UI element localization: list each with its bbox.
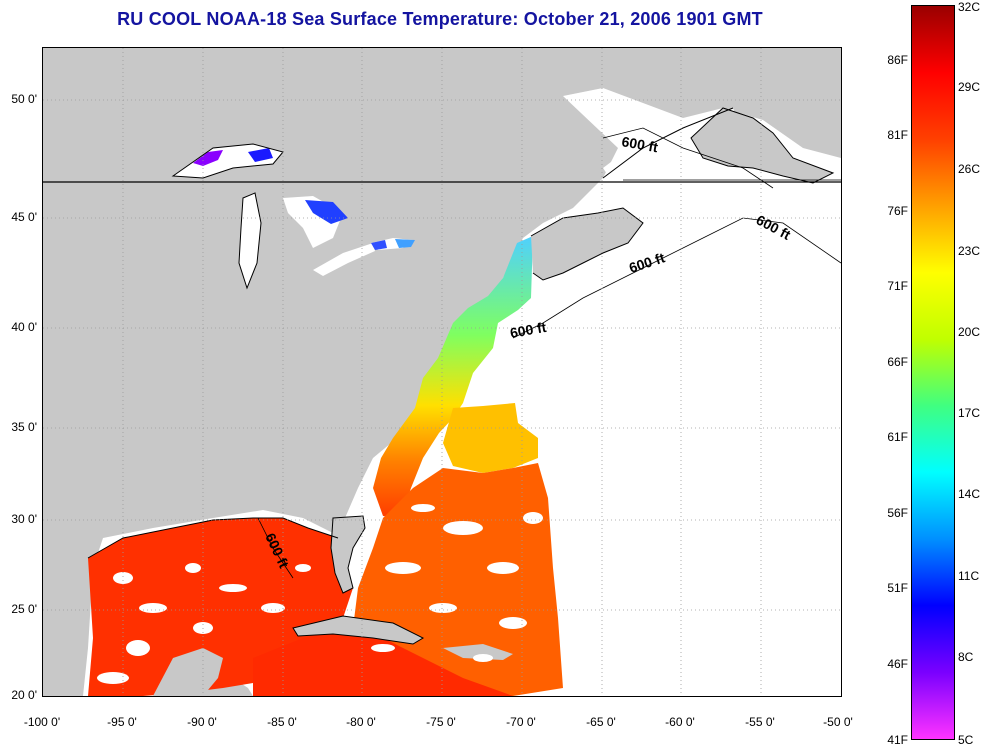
lon-label: -65 0': [586, 715, 616, 729]
colorbar-fahrenheit-label: 66F: [887, 355, 908, 369]
lon-label: -55 0': [745, 715, 775, 729]
colorbar-celsius-label: 17C: [958, 406, 981, 420]
contour-label: 600 ft: [509, 319, 548, 341]
lake-superior-sst-east: [248, 148, 273, 162]
contour-label: 600 ft: [620, 133, 659, 155]
lon-label: -100 0': [23, 715, 61, 729]
lake-superior-sst: [193, 150, 223, 166]
lon-label: -75 0': [426, 715, 456, 729]
lat-label: 40 0': [11, 320, 37, 334]
colorbar-celsius-label: 26C: [958, 162, 981, 176]
lon-label: -70 0': [506, 715, 536, 729]
coastlines: [87, 107, 835, 645]
lat-label: 25 0': [11, 602, 37, 616]
lat-label: 35 0': [11, 420, 37, 434]
lon-label: -85 0': [267, 715, 297, 729]
lake-ontario-sst: [395, 239, 415, 248]
colorbar-celsius-label: 20C: [958, 325, 981, 339]
east-coast-sst: [373, 236, 533, 518]
lon-label: -50 0': [823, 715, 853, 729]
caribbean-sst: [253, 628, 513, 696]
colorbar-celsius-label: 11C: [958, 569, 980, 583]
colorbar-celsius-label: 29C: [958, 80, 981, 94]
lat-label: 20 0': [11, 688, 37, 702]
yucatan-land: [153, 648, 223, 696]
lake-ontario-sst-west: [371, 240, 387, 250]
colorbar-celsius-label: 32C: [958, 0, 981, 14]
isobath-600ft: [257, 127, 841, 579]
map-canvas: 600 ft 600 ft 600 ft 600 ft 600 ft: [43, 48, 841, 696]
colorbar-fahrenheit-label: 41F: [887, 733, 908, 747]
colorbar-fahrenheit-label: 86F: [887, 53, 908, 67]
lon-label: -90 0': [187, 715, 217, 729]
colorbar-fahrenheit-label: 51F: [887, 581, 908, 595]
lon-label: -60 0': [665, 715, 695, 729]
colorbar-celsius-label: 23C: [958, 244, 981, 258]
colorbar-fahrenheit-label: 71F: [887, 279, 908, 293]
graticule: [43, 48, 841, 696]
lon-label: -80 0': [346, 715, 376, 729]
lake-michigan: [239, 193, 261, 288]
lon-label: -95 0': [107, 715, 137, 729]
lat-label: 45 0': [11, 210, 37, 224]
lat-label: 50 0': [11, 92, 37, 106]
hispaniola-land: [443, 644, 513, 660]
newfoundland-land: [691, 108, 833, 183]
colorbar-fahrenheit-label: 76F: [887, 204, 908, 218]
lat-label: 30 0': [11, 512, 37, 526]
colorbar-celsius-label: 8C: [958, 650, 974, 664]
atlantic-sst-north: [443, 403, 538, 473]
colorbar-celsius-label: 14C: [958, 487, 981, 501]
nova-scotia-land: [531, 208, 643, 280]
colorbar-fahrenheit-label: 81F: [887, 128, 908, 142]
lake-huron-sst: [305, 200, 348, 224]
sst-map: 600 ft 600 ft 600 ft 600 ft 600 ft: [42, 47, 842, 697]
florida-land: [331, 516, 365, 593]
colorbar-fahrenheit-label: 56F: [887, 506, 908, 520]
temperature-colorbar: [911, 5, 955, 740]
colorbar-celsius-label: 5C: [958, 733, 974, 747]
colorbar-fahrenheit-label: 61F: [887, 430, 908, 444]
lake-erie: [313, 243, 375, 276]
colorbar-fahrenheit-label: 46F: [887, 657, 908, 671]
map-title: RU COOL NOAA-18 Sea Surface Temperature:…: [117, 9, 763, 29]
